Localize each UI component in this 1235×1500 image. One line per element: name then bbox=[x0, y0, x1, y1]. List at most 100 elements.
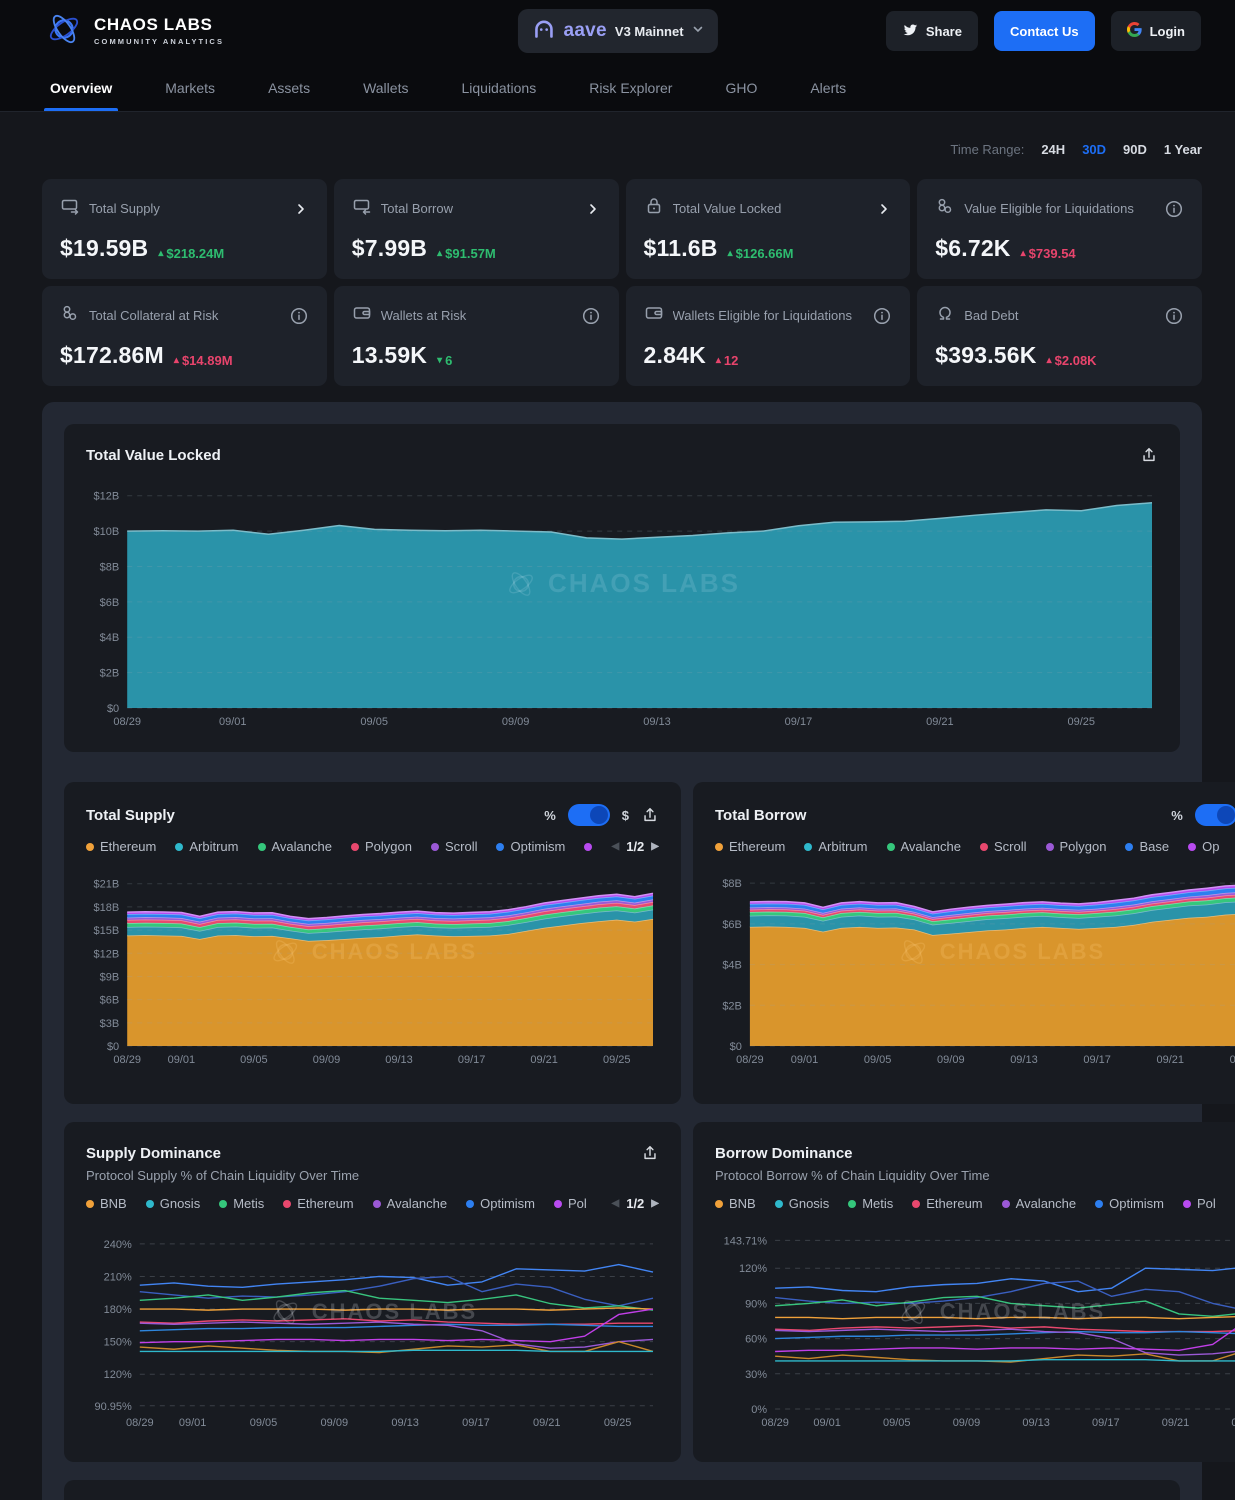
nav-tab-liquidations[interactable]: Liquidations bbox=[461, 80, 537, 96]
info-icon[interactable] bbox=[1164, 199, 1184, 219]
dollar-toggle-label[interactable]: $ bbox=[621, 807, 629, 823]
login-label: Login bbox=[1149, 23, 1185, 39]
legend-item-label: Ethereum bbox=[926, 1196, 983, 1211]
pager-next-icon[interactable]: ▶ bbox=[651, 841, 659, 852]
svg-text:$15B: $15B bbox=[93, 925, 119, 937]
legend-item[interactable]: Pol bbox=[554, 1196, 587, 1211]
info-icon[interactable] bbox=[1164, 306, 1184, 326]
legend-item[interactable]: Avalanche bbox=[886, 839, 961, 854]
contact-us-button[interactable]: Contact Us bbox=[993, 11, 1095, 51]
legend-item[interactable]: Ethereum bbox=[86, 839, 156, 854]
stat-card[interactable]: Wallets at Risk 13.59K ▾ 6 bbox=[333, 286, 619, 386]
stat-card[interactable]: Total Borrow $7.99B ▴ $91.57M bbox=[333, 179, 619, 279]
info-icon[interactable] bbox=[289, 306, 309, 326]
stat-card-label: Value Eligible for Liquidations bbox=[964, 201, 1134, 216]
info-icon[interactable] bbox=[872, 306, 892, 326]
time-range-option[interactable]: 1 Year bbox=[1163, 142, 1202, 157]
legend-item[interactable] bbox=[584, 842, 593, 851]
stat-card[interactable]: Value Eligible for Liquidations $6.72K ▴… bbox=[917, 179, 1202, 279]
svg-text:08/29: 08/29 bbox=[736, 1054, 764, 1066]
chevron-right-icon[interactable] bbox=[876, 201, 892, 217]
legend-item[interactable]: Polygon bbox=[350, 839, 412, 854]
nav-tab-overview[interactable]: Overview bbox=[44, 80, 119, 111]
svg-text:$0: $0 bbox=[730, 1041, 742, 1053]
legend-item[interactable]: Avalanche bbox=[1001, 1196, 1076, 1211]
nav-tab-risk-explorer[interactable]: Risk Explorer bbox=[589, 80, 673, 96]
nav-tab-gho[interactable]: GHO bbox=[725, 80, 758, 96]
chevron-down-icon bbox=[692, 22, 704, 40]
share-button[interactable]: Share bbox=[885, 11, 978, 51]
stat-card[interactable]: Wallets Eligible for Liquidations 2.84K … bbox=[625, 286, 911, 386]
wallet-icon bbox=[644, 303, 664, 328]
time-range-option[interactable]: 30D bbox=[1082, 142, 1107, 157]
nav-tab-markets[interactable]: Markets bbox=[165, 80, 216, 96]
legend-color-dot bbox=[145, 1199, 154, 1208]
pager-prev-icon[interactable]: ◀ bbox=[611, 841, 620, 852]
stat-card-value: $11.6B bbox=[643, 235, 718, 261]
legend-color-dot bbox=[466, 1199, 475, 1208]
legend-row: Ethereum Arbitrum Avalanche Scroll Polyg… bbox=[715, 839, 1235, 854]
legend-item[interactable]: BNB bbox=[715, 1196, 756, 1211]
legend-item[interactable]: Avalanche bbox=[372, 1196, 447, 1211]
chevron-right-icon[interactable] bbox=[293, 201, 309, 217]
stat-card[interactable]: Total Supply $19.59B ▴ $218.24M bbox=[42, 179, 327, 279]
legend-item[interactable]: Polygon bbox=[1045, 839, 1106, 854]
svg-text:08/29: 08/29 bbox=[126, 1417, 154, 1429]
legend-item[interactable]: Ethereum bbox=[912, 1196, 983, 1211]
legend-color-dot bbox=[219, 1199, 228, 1208]
protocol-selector[interactable]: aave V3 Mainnet bbox=[517, 9, 718, 53]
svg-text:$6B: $6B bbox=[722, 919, 742, 931]
stat-card[interactable]: Bad Debt $393.56K ▴ $2.08K bbox=[917, 286, 1202, 386]
legend-item[interactable]: Base bbox=[1125, 839, 1169, 854]
svg-text:$12B: $12B bbox=[93, 948, 119, 960]
legend-item[interactable]: Optimism bbox=[466, 1196, 535, 1211]
stat-card[interactable]: Total Value Locked $11.6B ▴ $126.66M bbox=[625, 179, 911, 279]
series-avalanche bbox=[127, 905, 653, 934]
series-avalanche bbox=[775, 1328, 1235, 1356]
legend-item[interactable]: Metis bbox=[848, 1196, 893, 1211]
legend-item[interactable]: Gnosis bbox=[774, 1196, 830, 1211]
percent-toggle-label[interactable]: % bbox=[544, 807, 556, 823]
nav-tab-alerts[interactable]: Alerts bbox=[810, 80, 847, 96]
legend-item[interactable]: Arbitrum bbox=[804, 839, 868, 854]
time-range-option[interactable]: 90D bbox=[1123, 142, 1147, 157]
legend-item[interactable]: Gnosis bbox=[145, 1196, 200, 1211]
tvl-chart-card: Total Value Locked CHAOS LABS $12B $10B $8… bbox=[64, 424, 1180, 752]
nav-tab-wallets[interactable]: Wallets bbox=[363, 80, 409, 96]
legend-item[interactable]: Avalanche bbox=[257, 839, 332, 854]
legend-item[interactable]: Pol bbox=[1183, 1196, 1216, 1211]
main-nav: Overview Markets Assets Wallets Liquidations… bbox=[0, 62, 1235, 112]
export-icon[interactable] bbox=[641, 1144, 659, 1162]
legend-color-dot bbox=[283, 1199, 292, 1208]
legend-color-dot bbox=[804, 842, 813, 851]
time-range-option[interactable]: 24H bbox=[1041, 142, 1066, 157]
chevron-right-icon[interactable] bbox=[585, 201, 601, 217]
legend-item[interactable]: Optimism bbox=[1095, 1196, 1164, 1211]
legend-item[interactable]: Arbitrum bbox=[175, 839, 239, 854]
login-button[interactable]: Login bbox=[1110, 11, 1201, 51]
pager-prev-icon[interactable]: ◀ bbox=[611, 1198, 620, 1209]
legend-item[interactable]: Scroll bbox=[979, 839, 1027, 854]
legend-item[interactable]: Ethereum bbox=[715, 839, 785, 854]
legend-item-label: Gnosis bbox=[788, 1196, 830, 1211]
percent-toggle-label[interactable]: % bbox=[1171, 807, 1183, 823]
pager-next-icon[interactable]: ▶ bbox=[651, 1198, 659, 1209]
svg-text:09/09: 09/09 bbox=[321, 1417, 349, 1429]
legend-item[interactable]: Ethereum bbox=[283, 1196, 354, 1211]
legend-color-dot bbox=[584, 842, 593, 851]
series-scroll bbox=[127, 899, 653, 927]
legend-item[interactable]: Scroll bbox=[430, 839, 477, 854]
svg-text:09/21: 09/21 bbox=[1157, 1054, 1185, 1066]
svg-text:09/13: 09/13 bbox=[391, 1417, 419, 1429]
export-icon[interactable] bbox=[1140, 446, 1158, 464]
legend-item[interactable]: Optimism bbox=[496, 839, 565, 854]
unit-toggle[interactable] bbox=[567, 804, 610, 826]
nav-tab-assets[interactable]: Assets bbox=[268, 80, 311, 96]
unit-toggle[interactable] bbox=[1194, 804, 1235, 826]
export-icon[interactable] bbox=[641, 806, 659, 824]
info-icon[interactable] bbox=[581, 306, 601, 326]
stat-card[interactable]: Total Collateral at Risk $172.86M ▴ $14.8… bbox=[42, 286, 327, 386]
legend-item[interactable]: BNB bbox=[86, 1196, 127, 1211]
legend-item[interactable]: Op bbox=[1188, 839, 1219, 854]
legend-item[interactable]: Metis bbox=[219, 1196, 264, 1211]
